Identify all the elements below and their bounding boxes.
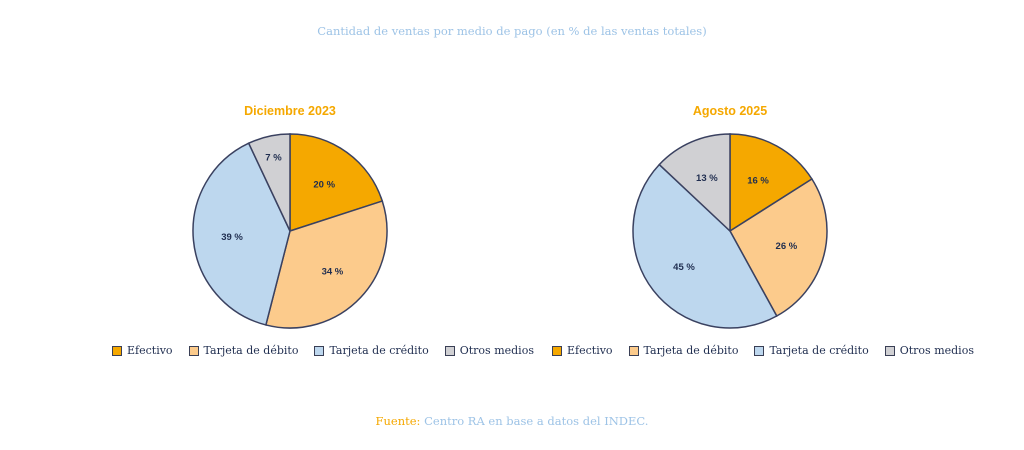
data-label-tarjeta-de-credito: 39 % xyxy=(221,232,243,243)
data-label-tarjeta-de-debito: 26 % xyxy=(776,241,798,252)
pie-slice-efectivo xyxy=(729,133,813,233)
source-text: Centro RA en base a datos del INDEC. xyxy=(420,414,649,428)
legend-label: Tarjeta de débito xyxy=(203,344,299,357)
pie-title-aug-2025: Agosto 2025 xyxy=(692,104,768,118)
pie-slice-efectivo xyxy=(289,133,384,233)
data-label-tarjeta-de-credito: 45 % xyxy=(673,262,695,273)
pie-slice-tarjeta-de-credito xyxy=(632,163,778,329)
data-label-efectivo: 20 % xyxy=(313,179,335,190)
legend-swatch xyxy=(754,345,765,356)
data-label-otros-medios: 7 % xyxy=(265,153,282,164)
legend-swatch xyxy=(112,345,122,356)
legend-item-debito: Tarjeta de débito xyxy=(628,344,739,357)
legend-label: Tarjeta de débito xyxy=(643,344,739,357)
chart-title: Cantidad de ventas por medio de pago (en… xyxy=(317,24,707,38)
legend-label: Efectivo xyxy=(127,344,173,357)
legend-item-credito: Tarjeta de crédito xyxy=(754,344,869,357)
legend-item-credito: Tarjeta de crédito xyxy=(314,344,429,357)
legend-dec-2023: Efectivo Tarjeta de débito Tarjeta de cr… xyxy=(112,344,534,357)
pie-slice-otros-medios xyxy=(658,133,731,233)
pie-aug-2025: 16 % 26 % 45 % 13 % xyxy=(632,133,828,329)
pie-title-dec-2023: Diciembre 2023 xyxy=(244,104,336,118)
pie-slice-tarjeta-de-credito xyxy=(192,142,291,326)
legend-item-debito: Tarjeta de débito xyxy=(188,344,299,357)
legend-swatch xyxy=(884,345,895,356)
source-label: Fuente: xyxy=(375,414,421,428)
legend-swatch xyxy=(552,345,562,356)
legend-label: Otros medios xyxy=(899,344,974,357)
legend-swatch xyxy=(628,345,639,356)
pie-slice-tarjeta-de-debito xyxy=(729,177,828,318)
legend-label: Tarjeta de crédito xyxy=(329,344,429,357)
legend-item-otros: Otros medios xyxy=(444,344,534,357)
legend-item-otros: Otros medios xyxy=(884,344,974,357)
legend-label: Otros medios xyxy=(459,344,534,357)
pie-slice-otros-medios xyxy=(247,133,291,232)
legend-label: Efectivo xyxy=(567,344,613,357)
legend-aug-2025: Efectivo Tarjeta de débito Tarjeta de cr… xyxy=(552,344,974,357)
legend-item-efectivo: Efectivo xyxy=(112,344,173,357)
data-label-otros-medios: 13 % xyxy=(696,173,718,184)
legend-item-efectivo: Efectivo xyxy=(552,344,613,357)
pie-dec-2023: 20 % 34 % 39 % 7 % xyxy=(192,133,388,329)
pie-slice-tarjeta-de-debito xyxy=(264,200,388,329)
source-note: Fuente: Centro RA en base a datos del IN… xyxy=(0,414,1024,428)
legend-label: Tarjeta de crédito xyxy=(769,344,869,357)
legend-swatch xyxy=(188,345,199,356)
data-label-tarjeta-de-debito: 34 % xyxy=(322,266,344,277)
data-label-efectivo: 16 % xyxy=(747,175,769,186)
legend-swatch xyxy=(314,345,325,356)
legend-swatch xyxy=(444,345,455,356)
